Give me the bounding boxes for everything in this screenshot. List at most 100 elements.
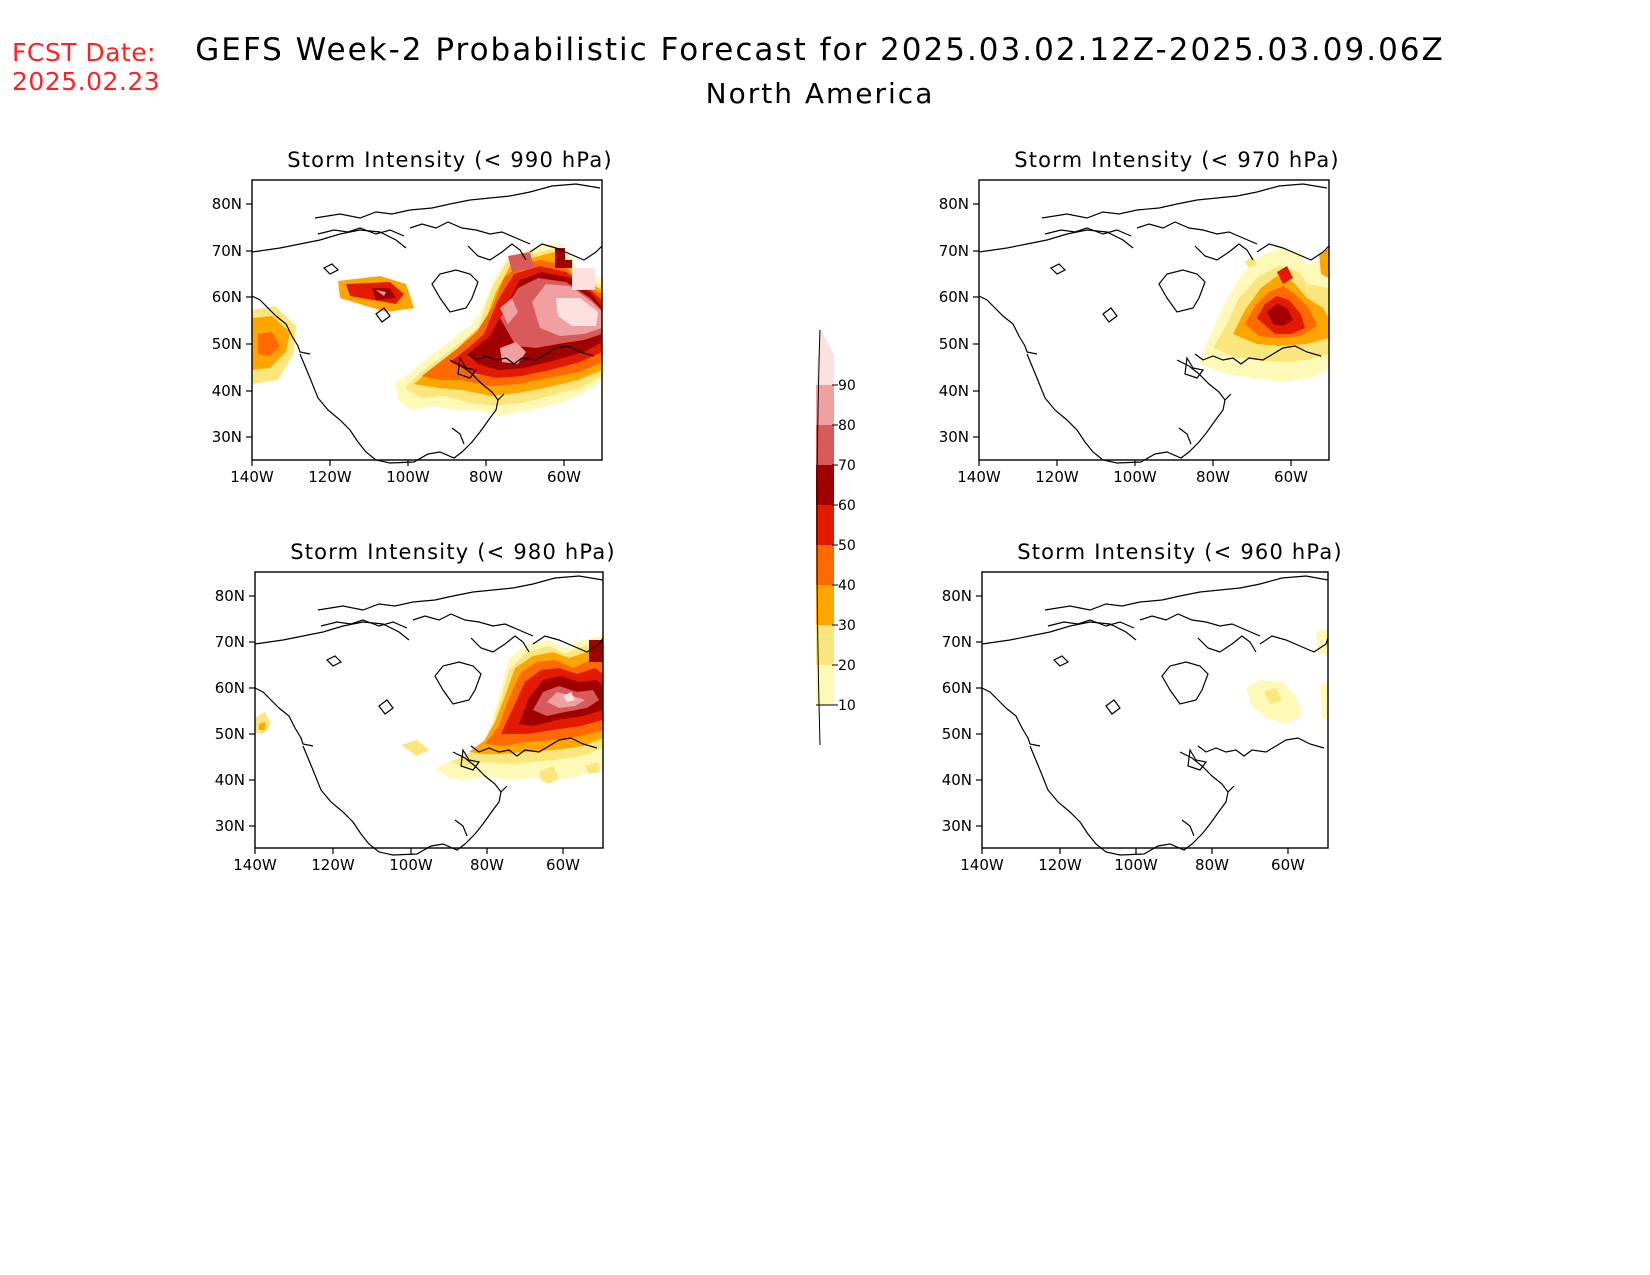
coastline	[1176, 359, 1226, 401]
coastline	[254, 621, 410, 645]
coastline	[467, 345, 595, 365]
lon-label: 60W	[546, 856, 580, 874]
lon-label: 60W	[1271, 856, 1305, 874]
coastline	[978, 229, 1134, 253]
lat-label: 30N	[212, 428, 242, 446]
coastline	[254, 687, 314, 747]
coastline	[314, 183, 601, 219]
coastline	[322, 263, 340, 275]
probability-contour	[1245, 256, 1257, 268]
probability-contour	[1320, 682, 1328, 720]
coastline	[1136, 221, 1258, 245]
probability-contour	[556, 298, 598, 326]
lon-label: 140W	[957, 468, 1001, 486]
colorbar-swatch	[816, 665, 834, 705]
panel-960: Storm Intensity (< 960 hPa)	[930, 540, 1370, 920]
coastline	[1256, 243, 1330, 261]
lat-label: 60N	[942, 679, 972, 697]
coastline	[1259, 635, 1329, 653]
lat-label: 60N	[215, 679, 245, 697]
probability-contour	[555, 248, 572, 268]
coastline	[1197, 635, 1257, 653]
colorbar-swatch	[816, 625, 834, 665]
map-980: 80N 70N 60N 50N 40N 30N 140W 120W 100W 8…	[215, 571, 604, 874]
colorbar-label: 80	[838, 418, 856, 434]
coastline	[532, 635, 604, 653]
colorbar-label: 20	[838, 658, 856, 674]
lat-label: 60N	[212, 288, 242, 306]
coastline	[1026, 353, 1232, 464]
coastline	[302, 745, 508, 856]
colorbar-label: 40	[838, 578, 856, 594]
colorbar-swatch	[816, 385, 834, 425]
probability-contour	[1264, 688, 1282, 704]
coastline	[1184, 356, 1205, 379]
probability-contour	[572, 268, 595, 290]
page-subtitle: North America	[705, 77, 935, 110]
lat-label: 60N	[939, 288, 969, 306]
coastline	[1187, 748, 1208, 771]
map-990: 80N 70N 60N 50N 40N 30N 140W 120W 100W 8…	[212, 179, 603, 486]
coastline	[981, 621, 1137, 645]
coastline	[1161, 661, 1209, 705]
lat-label: 30N	[215, 817, 245, 835]
colorbar-swatch	[816, 465, 834, 505]
forecast-date-label: FCST Date: 2025.02.23	[12, 38, 160, 96]
colorbar-label: 50	[838, 538, 856, 554]
coastline	[467, 243, 527, 261]
lon-label: 120W	[1038, 856, 1082, 874]
probability-contour	[376, 290, 386, 296]
coastline	[1194, 345, 1322, 365]
lon-label: 80W	[1196, 468, 1230, 486]
coastline	[251, 229, 407, 253]
coastline	[1047, 619, 1135, 629]
panel-title: Storm Intensity (< 970 hPa)	[1014, 148, 1340, 172]
probability-contour	[563, 692, 575, 702]
coastline	[1179, 751, 1229, 793]
probability-contour	[500, 298, 518, 324]
coastline	[978, 295, 1038, 355]
colorbar-label: 10	[838, 698, 856, 714]
lat-label: 40N	[942, 771, 972, 789]
map-frame	[978, 179, 1330, 461]
coastline	[1178, 427, 1192, 445]
lat-label: 30N	[942, 817, 972, 835]
coastline	[409, 221, 531, 245]
lon-label: 120W	[308, 468, 352, 486]
lon-label: 80W	[470, 856, 504, 874]
coastline	[1181, 819, 1195, 837]
coastline	[451, 427, 465, 445]
colorbar-swatches	[816, 326, 838, 746]
lat-label: 50N	[212, 335, 242, 353]
panel-990: Storm Intensity (< 990 hPa)	[200, 148, 640, 528]
lat-label: 70N	[939, 242, 969, 260]
coastline	[470, 635, 530, 653]
probability-contour	[589, 640, 603, 662]
page-title: GEFS Week-2 Probabilistic Forecast for 2…	[195, 32, 1445, 68]
coastline	[452, 751, 502, 793]
colorbar-swatch	[816, 545, 834, 585]
lat-label: 30N	[939, 428, 969, 446]
lat-label: 50N	[939, 335, 969, 353]
colorbar-svg: 10 20 30 40 50 60 70 80 90	[816, 326, 856, 746]
lon-label: 140W	[233, 856, 277, 874]
lon-label: 120W	[1035, 468, 1079, 486]
probability-contour	[401, 740, 429, 756]
lat-label: 50N	[215, 725, 245, 743]
coastline	[457, 356, 478, 379]
panel-970: Storm Intensity (< 970 hPa)	[927, 148, 1367, 528]
colorbar-labels: 10 20 30 40 50 60 70 80 90	[838, 378, 856, 714]
lat-label: 40N	[215, 771, 245, 789]
map-frame	[251, 179, 603, 461]
coastline	[1044, 575, 1329, 611]
colorbar-label: 30	[838, 618, 856, 634]
panel-980: Storm Intensity (< 980 hPa)	[203, 540, 643, 920]
coastline	[320, 619, 408, 629]
lon-label: 100W	[386, 468, 430, 486]
probability-contour	[585, 762, 601, 774]
lat-label: 40N	[939, 382, 969, 400]
lat-label: 80N	[942, 587, 972, 605]
coastline	[1102, 307, 1118, 323]
colorbar-swatch	[816, 425, 834, 465]
coastline	[251, 295, 311, 355]
